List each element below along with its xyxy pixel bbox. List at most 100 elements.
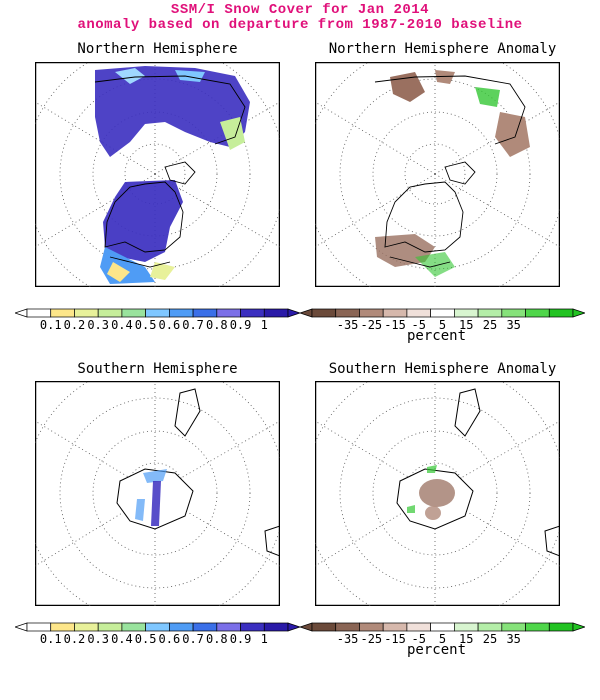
colorbar-box	[382, 622, 408, 632]
title-line-1: SSM/I Snow Cover for Jan 2014	[170, 2, 430, 18]
colorbar-tick-label: 0.2	[64, 318, 86, 332]
colorbar-box	[501, 308, 526, 318]
colorbar-box	[263, 308, 289, 318]
colorbar-tick-label: -5	[412, 632, 426, 646]
colorbar-box	[382, 308, 408, 318]
colorbar-box	[311, 622, 337, 632]
colorbar-arrow-left	[15, 622, 28, 632]
colorbar-tick-label: 0.1	[40, 318, 62, 332]
colorbar-arrow-right	[287, 622, 300, 632]
colorbar-tick-label: -35	[337, 318, 359, 332]
colorbar-box	[74, 622, 99, 632]
colorbar-box	[454, 308, 479, 318]
colorbar-box	[525, 308, 550, 318]
colorbar-tick-label: -35	[337, 632, 359, 646]
colorbar-box	[406, 622, 431, 632]
colorbar-labels: 0.1 0.2 0.3 0.4 0.5 0.6 0.7 0.8 0.9 1	[40, 318, 268, 332]
colorbar-box	[169, 622, 194, 632]
colorbar-tick-label: 5	[439, 318, 446, 332]
colorbar-box	[548, 308, 574, 318]
colorbar-tick-label: 0.6	[159, 632, 181, 646]
colorbar-tick-label: 0.8	[206, 318, 228, 332]
colorbar-labels: -35 -25 -15 -5 5 15 25 35	[337, 318, 521, 332]
colorbar-box	[501, 622, 526, 632]
colorbar-tick-label: 0.6	[159, 318, 181, 332]
colorbar-tick-label: 35	[506, 318, 520, 332]
colorbar-box	[145, 622, 170, 632]
colorbar-tick-label: 25	[483, 318, 497, 332]
colorbar-box	[26, 622, 52, 632]
colorbar-box	[263, 622, 289, 632]
colorbar-labels: -35 -25 -15 -5 5 15 25 35	[337, 632, 521, 646]
colorbar-box	[74, 308, 99, 318]
title-line-2: anomaly based on departure from 1987-201…	[77, 17, 523, 33]
colorbar-tick-label: 0.3	[87, 632, 109, 646]
colorbar-box	[359, 308, 384, 318]
colorbar-tick-label: 1	[261, 632, 268, 646]
sh-anomaly-map	[315, 381, 560, 606]
colorbar-box	[97, 308, 123, 318]
colorbar-box	[26, 308, 52, 318]
colorbar-box	[145, 308, 170, 318]
anomaly-colorbar-top: -35 -25 -15 -5 5 15 25 35	[300, 308, 585, 332]
percent-unit-label-top: percent	[407, 328, 467, 344]
colorbar-boxes	[300, 308, 585, 318]
colorbar-box	[406, 308, 431, 318]
colorbar-tick-label: -25	[360, 632, 382, 646]
colorbar-tick-label: 0.7	[182, 318, 204, 332]
colorbar-tick-label: 0.4	[111, 632, 133, 646]
sh-snow-map	[35, 381, 280, 606]
nh-panel-title: Northern Hemisphere	[77, 41, 238, 57]
colorbar-box	[359, 622, 384, 632]
colorbar-tick-label: 35	[506, 632, 520, 646]
colorbar-tick-label: 0.2	[64, 632, 86, 646]
colorbar-box	[240, 308, 265, 318]
colorbar-box	[216, 308, 241, 318]
colorbar-box	[335, 308, 360, 318]
sh-panel-title: Southern Hemisphere	[77, 361, 238, 377]
colorbar-box	[430, 622, 455, 632]
percent-unit-label-bottom: percent	[407, 642, 467, 658]
colorbar-arrow-right	[287, 308, 300, 318]
colorbar-box	[50, 622, 75, 632]
colorbar-box	[477, 622, 503, 632]
colorbar-tick-label: 15	[459, 318, 473, 332]
nh-anomaly-panel-title: Northern Hemisphere Anomaly	[328, 41, 557, 57]
colorbar-box	[240, 622, 265, 632]
nh-snow-map	[35, 62, 280, 287]
colorbar-tick-label: 15	[459, 632, 473, 646]
colorbar-box	[477, 308, 503, 318]
fraction-colorbar-bottom: 0.1 0.2 0.3 0.4 0.5 0.6 0.7 0.8 0.9 1	[15, 622, 300, 646]
colorbar-box	[311, 308, 337, 318]
colorbar-arrow-right	[572, 622, 585, 632]
colorbar-box	[97, 622, 123, 632]
colorbar-box	[548, 622, 574, 632]
colorbar-tick-label: 0.9	[230, 632, 252, 646]
colorbar-arrow-left	[300, 308, 313, 318]
colorbar-arrow-left	[300, 622, 313, 632]
colorbar-labels: 0.1 0.2 0.3 0.4 0.5 0.6 0.7 0.8 0.9 1	[40, 632, 268, 646]
colorbar-tick-label: 0.9	[230, 318, 252, 332]
nh-anomaly-map	[315, 62, 560, 287]
colorbar-tick-label: 0.4	[111, 318, 133, 332]
colorbar-box	[335, 622, 360, 632]
colorbar-tick-label: -15	[384, 318, 406, 332]
fraction-colorbar-top: 0.1 0.2 0.3 0.4 0.5 0.6 0.7 0.8 0.9 1	[15, 308, 300, 332]
colorbar-tick-label: 0.8	[206, 632, 228, 646]
colorbar-box	[216, 622, 241, 632]
colorbar-box	[192, 622, 218, 632]
colorbar-box	[169, 308, 194, 318]
colorbar-tick-label: 0.1	[40, 632, 62, 646]
colorbar-tick-label: 0.7	[182, 632, 204, 646]
colorbar-boxes	[15, 622, 300, 632]
anomaly-colorbar-bottom: -35 -25 -15 -5 5 15 25 35	[300, 622, 585, 646]
colorbar-boxes	[300, 622, 585, 632]
colorbar-tick-label: 0.3	[87, 318, 109, 332]
colorbar-box	[50, 308, 75, 318]
colorbar-tick-label: 25	[483, 632, 497, 646]
colorbar-arrow-right	[572, 308, 585, 318]
colorbar-tick-label: -15	[384, 632, 406, 646]
colorbar-tick-label: 0.5	[135, 632, 157, 646]
colorbar-box	[121, 622, 146, 632]
colorbar-tick-label: 1	[261, 318, 268, 332]
